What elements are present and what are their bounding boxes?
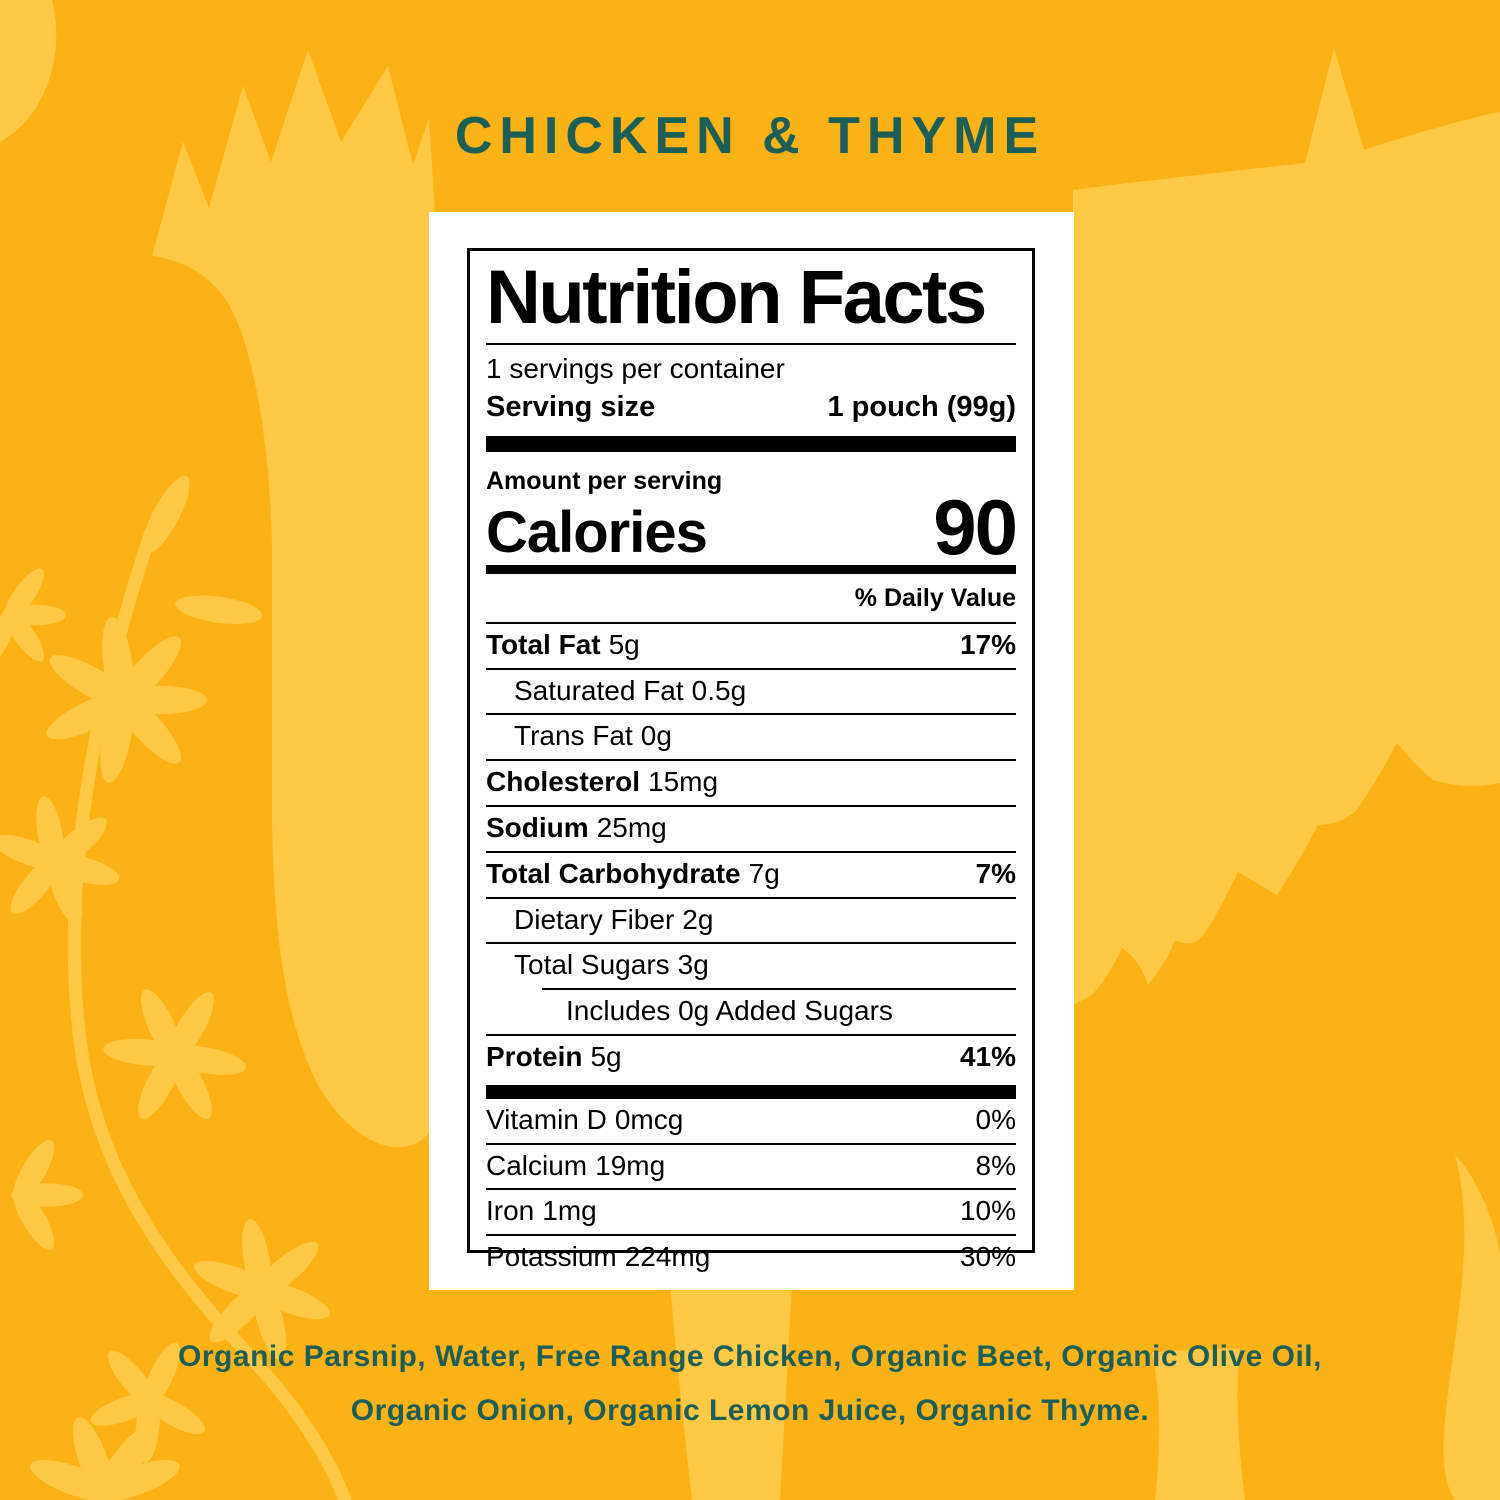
calories-value: 90 (933, 482, 1018, 571)
nutrient-row: Trans Fat 0g (486, 713, 1016, 759)
daily-value-header: % Daily Value (854, 583, 1016, 612)
chicken-leg (670, 1282, 792, 1500)
nutrient-row: Includes 0g Added Sugars (486, 988, 1016, 1034)
amount-per-serving: Amount per serving (486, 466, 723, 495)
page-title: CHICKEN & THYME (454, 107, 1046, 165)
micronutrient-row: Potassium 224mg 30% (486, 1234, 1016, 1280)
nutrient-row: Dietary Fiber 2g (486, 896, 1016, 943)
micronutrients-section: Vitamin D 0mcg 0% Calcium 19mg 8% Iron 1… (486, 1099, 1016, 1280)
nutrient-row: Total Sugars 3g (486, 942, 1016, 988)
calories-label: Calories (486, 499, 708, 565)
label-title: Nutrition Facts (486, 255, 987, 340)
nutrient-row: Total Carbohydrate 7g 7% (486, 850, 1016, 897)
ingredients-text: Organic Parsnip, Water, Free Range Chick… (0, 1330, 1500, 1438)
ingredients-line: Organic Onion, Organic Lemon Juice, Orga… (350, 1394, 1150, 1427)
chicken-body-silhouette (1073, 48, 1500, 1005)
corner-blob (0, 0, 57, 142)
medium-divider (486, 564, 1016, 574)
micronutrient-row: Iron 1mg 10% (486, 1188, 1016, 1234)
label-card: Nutrition Facts 1 servings per container… (429, 212, 1074, 1290)
corner-feather (1443, 1155, 1500, 1500)
nutrient-row: Total Fat 5g 17% (486, 621, 1016, 668)
nutrient-row: Protein 5g 41% (486, 1033, 1016, 1080)
nutrient-row: Sodium 25mg (486, 804, 1016, 851)
calories-row: Calories 90 (486, 482, 1018, 571)
serving-size-label: Serving size (486, 390, 656, 423)
micronutrient-row: Vitamin D 0mcg 0% (486, 1103, 1016, 1135)
chicken-silhouette (152, 50, 438, 1148)
thick-divider (486, 435, 1016, 452)
micronutrient-row: Calcium 19mg 8% (486, 1142, 1016, 1189)
thyme-sprig-silhouette (0, 475, 352, 1500)
serving-size-value: 1 pouch (99g) (827, 390, 1016, 423)
chicken-leg-2 (1152, 1348, 1245, 1500)
ingredients-line: Organic Parsnip, Water, Free Range Chick… (178, 1340, 1322, 1373)
nutrient-row: Saturated Fat 0.5g (486, 667, 1016, 714)
serving-size-row: Serving size 1 pouch (99g) (486, 389, 1016, 425)
nutrition-facts-label: Nutrition Facts 1 servings per container… (467, 248, 1035, 1272)
servings-per-container: 1 servings per container (486, 352, 785, 384)
nutrient-row: Cholesterol 15mg (486, 759, 1016, 805)
thick-divider (486, 1084, 1016, 1099)
divider (486, 342, 1016, 345)
